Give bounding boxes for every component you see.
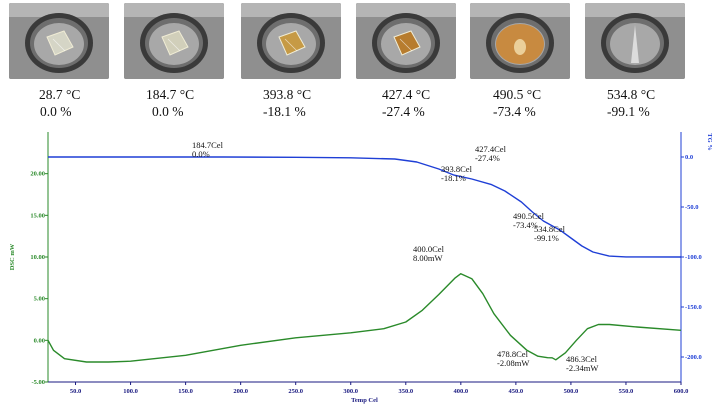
y-tick-label: 20.00 (30, 171, 45, 178)
sample-photo (356, 3, 456, 79)
photo-cell: 393.8 °C -18.1 % (241, 3, 341, 79)
photo-temp-label: 490.5 °C (493, 87, 541, 103)
y-tick-label: -5.00 (31, 379, 45, 386)
photo-loss-label: -27.4 % (382, 104, 425, 120)
y-tick-label: 5.00 (34, 296, 45, 303)
annotation-label: 486.3Cel -2.34mW (566, 354, 598, 373)
photo-temp-label: 534.8 °C (607, 87, 655, 103)
y2-tick-label: -150.0 (685, 304, 702, 311)
x-tick-label: 150.0 (178, 388, 193, 395)
y2-tick-label: -100.0 (685, 254, 702, 261)
chart-ticks: 50.0 100.0 150.0 200.0 250.0 300.0 350.0 400.0 4… (30, 154, 701, 395)
y-axis-label: DSC mW (9, 243, 16, 270)
y-tick-label: 10.00 (30, 254, 45, 261)
photo-cell: 490.5 °C -73.4 % (470, 3, 570, 79)
annotation-label: 400.0Cel 8.00mW (413, 244, 445, 263)
photo-loss-label: -73.4 % (493, 104, 536, 120)
sample-photo (470, 3, 570, 79)
y2-tick-label: -50.0 (685, 204, 699, 211)
x-tick-label: 100.0 (123, 388, 138, 395)
sample-photo (585, 3, 685, 79)
photo-temp-label: 393.8 °C (263, 87, 311, 103)
sample-photo (124, 3, 224, 79)
tg-series-line (48, 157, 681, 257)
x-tick-label: 50.0 (70, 388, 81, 395)
photo-loss-label: -18.1 % (263, 104, 306, 120)
annotation-label: 393.8Cel -18.1% (441, 164, 473, 183)
photo-cell: 184.7 °C 0.0 % (124, 3, 224, 79)
x-tick-label: 500.0 (564, 388, 579, 395)
annotation-label: 534.8Cel -99.1% (534, 224, 566, 243)
x-tick-label: 400.0 (454, 388, 469, 395)
x-tick-label: 250.0 (288, 388, 303, 395)
photo-temp-label: 184.7 °C (146, 87, 194, 103)
chart-series (48, 157, 681, 362)
x-axis-label: Temp Cel (351, 397, 378, 404)
photo-loss-label: 0.0 % (40, 104, 72, 120)
y2-tick-label: -200.0 (685, 354, 702, 361)
chart-axes (48, 132, 681, 382)
x-tick-label: 300.0 (343, 388, 358, 395)
tg-dsc-chart: 50.0 100.0 150.0 200.0 250.0 300.0 350.0 400.0 4… (0, 122, 713, 405)
y2-tick-label: 0.0 (685, 154, 693, 161)
dsc-series-line (48, 274, 681, 362)
y-tick-label: 0.00 (34, 337, 45, 344)
x-tick-label: 450.0 (509, 388, 524, 395)
x-tick-label: 350.0 (398, 388, 413, 395)
photo-cell: 427.4 °C -27.4 % (356, 3, 456, 79)
x-tick-label: 600.0 (674, 388, 689, 395)
annotation-label: 478.8Cel -2.08mW (497, 349, 529, 368)
annotation-label: 427.4Cel -27.4% (475, 144, 507, 163)
chart-annotations: 184.7Cel 0.0% 393.8Cel -18.1%427.4Cel -27.4%… (192, 140, 598, 373)
x-tick-label: 200.0 (233, 388, 248, 395)
sample-photo-strip: 28.7 °C 0.0 % 184.7 °C 0.0 % 393.8 °C -1… (0, 0, 713, 122)
x-tick-label: 550.0 (619, 388, 634, 395)
annotation-label: 184.7Cel 0.0% (192, 140, 224, 159)
y-tick-label: 15.00 (30, 212, 45, 219)
y2-axis-label: TG % (706, 133, 713, 151)
photo-cell: 534.8 °C -99.1 % (585, 3, 685, 79)
photo-loss-label: 0.0 % (152, 104, 184, 120)
sample-photo (9, 3, 109, 79)
photo-temp-label: 427.4 °C (382, 87, 430, 103)
sample-photo (241, 3, 341, 79)
photo-temp-label: 28.7 °C (39, 87, 80, 103)
photo-cell: 28.7 °C 0.0 % (9, 3, 109, 79)
photo-loss-label: -99.1 % (607, 104, 650, 120)
